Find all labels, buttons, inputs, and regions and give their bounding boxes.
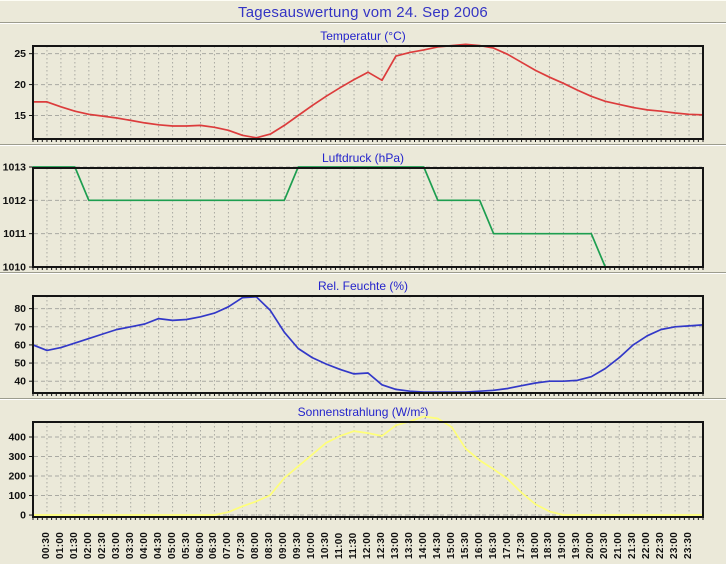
page-title: Tagesauswertung vom 24. Sep 2006 [238,4,488,21]
x-axis-label: 05:30 [180,531,192,559]
svg-text:0: 0 [20,510,26,522]
x-axis-label: 13:00 [389,531,401,559]
chart-panel-humidity: Rel. Feuchte (%) 40 50 60 70 80 [0,274,726,398]
chart-title-solar: Sonnenstrahlung (W/m²) [297,405,429,419]
x-axis-label: 14:30 [431,531,443,559]
x-axis-label: 07:30 [236,531,248,559]
chart-panel-pressure: Luftdruck (hPa) 1010 1011 1012 1013 [0,146,726,274]
x-axis-label: 05:00 [166,531,178,559]
x-axis-label: 18:00 [529,531,541,559]
svg-text:40: 40 [14,376,26,388]
x-axis-label: 17:30 [515,531,527,559]
temperature-chart: 15 20 25 [14,43,704,142]
x-axis-label: 23:30 [683,531,695,559]
humidity-chart: 40 50 60 70 80 [14,295,704,396]
svg-text:50: 50 [14,358,26,370]
svg-text:400: 400 [8,432,26,444]
x-axis-label: 19:30 [571,531,583,559]
x-axis-label: 04:00 [138,531,150,559]
svg-text:300: 300 [8,451,26,463]
x-axis-label: 07:00 [222,531,234,559]
x-axis-label: 14:00 [417,531,429,559]
x-axis-labels: 00:30 01:00 01:30 02:00 02:30 03:00 03:30 04:00… [0,522,726,564]
svg-text:1010: 1010 [3,262,27,274]
x-axis-label: 16:00 [473,531,485,559]
x-axis-label: 06:00 [194,531,206,559]
x-axis-label: 16:30 [487,531,499,559]
chart-title-temperature: Temperatur (°C) [320,29,406,43]
divider [0,272,726,274]
x-axis-label: 08:30 [264,531,276,559]
x-axis-label: 02:00 [82,531,94,559]
x-axis-label: 13:30 [403,531,415,559]
svg-text:25: 25 [14,48,26,60]
chart-panel-solar: Sonnenstrahlung (W/m²) 0 100 200 300 400 [0,400,726,522]
x-axis-label: 08:00 [250,531,262,559]
svg-text:20: 20 [14,79,26,91]
chart-title-pressure: Luftdruck (hPa) [321,151,405,165]
x-axis-label: 20:30 [599,531,611,559]
x-axis-label: 18:30 [543,531,555,559]
svg-text:80: 80 [14,303,26,315]
divider [0,398,726,400]
x-axis-label: 22:00 [641,531,653,559]
divider [0,22,726,24]
x-axis-label: 09:30 [292,531,304,559]
x-axis-label: 15:30 [459,531,471,559]
x-axis-label: 02:30 [96,531,108,559]
svg-text:70: 70 [14,321,26,333]
svg-text:1011: 1011 [3,228,26,240]
x-axis-label: 00:30 [40,531,52,559]
x-axis-label: 10:00 [306,531,318,559]
svg-text:60: 60 [14,339,26,351]
x-axis-label: 23:00 [669,531,681,559]
x-axis-label: 01:30 [68,531,80,559]
x-axis-label: 01:00 [54,531,66,559]
svg-text:1012: 1012 [3,195,27,207]
svg-text:200: 200 [8,471,26,483]
svg-text:1013: 1013 [3,162,27,174]
x-axis-label: 19:00 [557,531,569,559]
chart-title-humidity: Rel. Feuchte (%) [317,279,409,293]
x-axis-label: 03:30 [124,531,136,559]
x-axis-label: 15:00 [445,531,457,559]
x-axis-label: 09:00 [278,531,290,559]
pressure-chart: 1010 1011 1012 1013 [3,162,704,274]
x-axis-label: 11:30 [348,532,360,559]
x-axis-label: 10:30 [320,531,332,559]
solar-chart: 0 100 200 300 400 [8,415,704,522]
x-axis-label: 12:00 [362,531,373,559]
x-axis-label: 20:00 [585,531,597,559]
x-axis-label: 06:30 [208,531,220,559]
x-axis-label: 17:00 [501,531,513,559]
x-axis-label: 12:30 [375,531,387,559]
x-axis-label: 11:00 [334,532,346,559]
svg-text:15: 15 [14,110,26,122]
divider [0,144,726,146]
x-axis-label: 21:30 [627,531,639,559]
chart-panel-temperature: Temperatur (°C) 15 20 25 [0,24,726,144]
x-axis-label: 22:30 [655,531,667,559]
svg-text:100: 100 [8,490,26,502]
x-axis-label: 21:00 [613,531,625,559]
x-axis-label: 03:00 [110,531,122,559]
x-axis-label: 04:30 [152,531,164,559]
